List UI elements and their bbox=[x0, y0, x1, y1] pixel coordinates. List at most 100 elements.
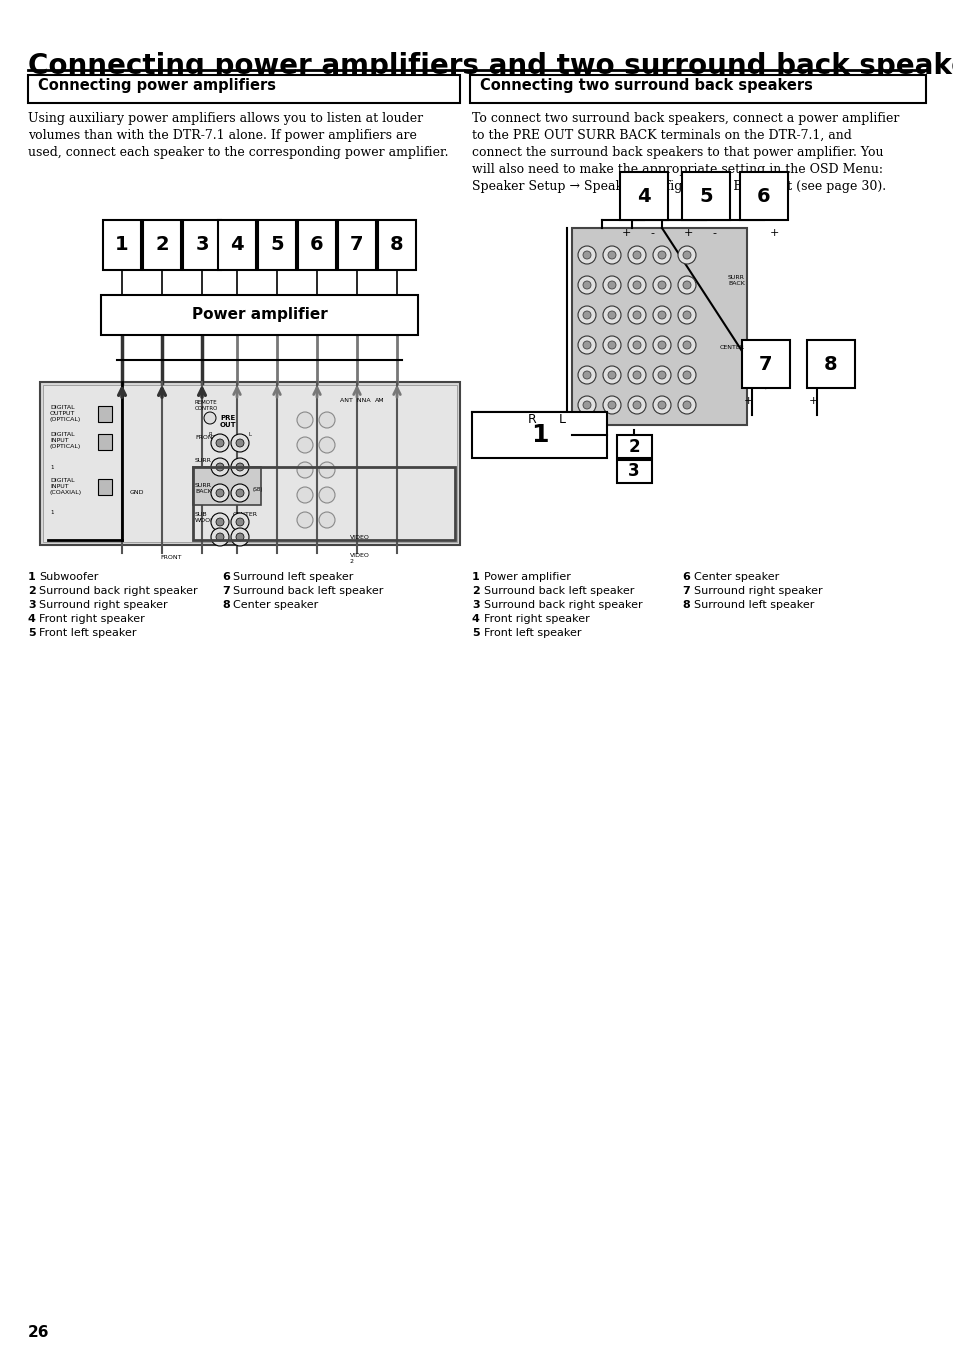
Bar bbox=[101, 295, 417, 335]
Circle shape bbox=[678, 246, 696, 263]
Circle shape bbox=[231, 434, 249, 453]
Text: 8: 8 bbox=[390, 235, 403, 254]
Circle shape bbox=[602, 396, 620, 413]
Circle shape bbox=[627, 336, 645, 354]
Circle shape bbox=[582, 340, 590, 349]
Text: 7: 7 bbox=[222, 586, 230, 596]
Text: VIDEO
2: VIDEO 2 bbox=[350, 553, 370, 563]
Text: 5: 5 bbox=[472, 628, 479, 638]
Text: Connecting two surround back speakers: Connecting two surround back speakers bbox=[479, 78, 812, 93]
Text: 6: 6 bbox=[681, 571, 689, 582]
Text: +: + bbox=[808, 396, 818, 407]
Circle shape bbox=[633, 281, 640, 289]
Text: Front right speaker: Front right speaker bbox=[39, 613, 145, 624]
Circle shape bbox=[658, 281, 665, 289]
Bar bbox=[740, 172, 787, 220]
Text: Connecting power amplifiers: Connecting power amplifiers bbox=[38, 78, 275, 93]
Circle shape bbox=[211, 528, 229, 546]
Circle shape bbox=[627, 366, 645, 384]
Text: FRONT: FRONT bbox=[160, 555, 181, 561]
Text: Front left speaker: Front left speaker bbox=[483, 628, 581, 638]
Circle shape bbox=[318, 462, 335, 478]
Text: Power amplifier: Power amplifier bbox=[192, 308, 327, 323]
Bar bbox=[377, 220, 416, 270]
Circle shape bbox=[633, 372, 640, 380]
Circle shape bbox=[652, 246, 670, 263]
Circle shape bbox=[678, 396, 696, 413]
Text: 5: 5 bbox=[270, 235, 283, 254]
Text: 1: 1 bbox=[50, 465, 53, 470]
Text: 2: 2 bbox=[627, 438, 639, 455]
Text: Surround back right speaker: Surround back right speaker bbox=[39, 586, 197, 596]
Text: -: - bbox=[649, 228, 654, 238]
Circle shape bbox=[211, 434, 229, 453]
Circle shape bbox=[235, 439, 244, 447]
Text: Center speaker: Center speaker bbox=[693, 571, 779, 582]
Bar bbox=[472, 412, 606, 458]
Circle shape bbox=[633, 251, 640, 259]
Circle shape bbox=[627, 246, 645, 263]
Text: CENTER: CENTER bbox=[233, 512, 257, 517]
Bar bbox=[98, 480, 112, 494]
Circle shape bbox=[627, 305, 645, 324]
Text: 4: 4 bbox=[637, 186, 650, 205]
Circle shape bbox=[682, 251, 690, 259]
Text: 1: 1 bbox=[472, 571, 479, 582]
Bar bbox=[681, 172, 729, 220]
Circle shape bbox=[235, 517, 244, 526]
Text: -: - bbox=[711, 228, 716, 238]
Text: Surround back left speaker: Surround back left speaker bbox=[483, 586, 634, 596]
Circle shape bbox=[211, 458, 229, 476]
Circle shape bbox=[231, 484, 249, 503]
Text: 6: 6 bbox=[310, 235, 323, 254]
Circle shape bbox=[652, 276, 670, 295]
Circle shape bbox=[215, 489, 224, 497]
Circle shape bbox=[678, 336, 696, 354]
Bar bbox=[193, 467, 455, 540]
Circle shape bbox=[231, 458, 249, 476]
Text: GND: GND bbox=[130, 490, 144, 494]
Text: 7: 7 bbox=[681, 586, 689, 596]
Circle shape bbox=[607, 372, 616, 380]
Circle shape bbox=[658, 340, 665, 349]
Circle shape bbox=[296, 436, 313, 453]
Text: Surround back right speaker: Surround back right speaker bbox=[483, 600, 642, 611]
Text: Surround right speaker: Surround right speaker bbox=[39, 600, 168, 611]
Text: SUB
WOOFER: SUB WOOFER bbox=[194, 512, 223, 523]
Text: 8: 8 bbox=[681, 600, 689, 611]
Text: 3: 3 bbox=[627, 462, 639, 481]
Circle shape bbox=[215, 517, 224, 526]
Circle shape bbox=[682, 340, 690, 349]
Circle shape bbox=[633, 340, 640, 349]
Circle shape bbox=[318, 412, 335, 428]
Bar bbox=[98, 407, 112, 422]
Circle shape bbox=[607, 340, 616, 349]
Circle shape bbox=[235, 463, 244, 471]
Circle shape bbox=[582, 251, 590, 259]
Bar bbox=[617, 435, 651, 458]
Circle shape bbox=[682, 281, 690, 289]
Circle shape bbox=[682, 372, 690, 380]
Text: Front right speaker: Front right speaker bbox=[483, 613, 589, 624]
Circle shape bbox=[578, 276, 596, 295]
Bar bbox=[40, 382, 459, 544]
Text: Power amplifier: Power amplifier bbox=[483, 571, 570, 582]
Text: AM: AM bbox=[375, 399, 384, 403]
Circle shape bbox=[211, 513, 229, 531]
Text: 1: 1 bbox=[28, 571, 35, 582]
Bar bbox=[741, 340, 789, 388]
Text: 3: 3 bbox=[195, 235, 209, 254]
Text: SURR: SURR bbox=[194, 458, 212, 463]
Bar bbox=[806, 340, 854, 388]
Circle shape bbox=[602, 305, 620, 324]
Circle shape bbox=[602, 366, 620, 384]
Circle shape bbox=[578, 336, 596, 354]
Circle shape bbox=[231, 513, 249, 531]
Circle shape bbox=[235, 534, 244, 540]
Text: Surround left speaker: Surround left speaker bbox=[233, 571, 353, 582]
Text: +: + bbox=[769, 228, 779, 238]
Circle shape bbox=[652, 366, 670, 384]
Circle shape bbox=[215, 463, 224, 471]
Bar bbox=[572, 228, 746, 426]
Circle shape bbox=[318, 512, 335, 528]
